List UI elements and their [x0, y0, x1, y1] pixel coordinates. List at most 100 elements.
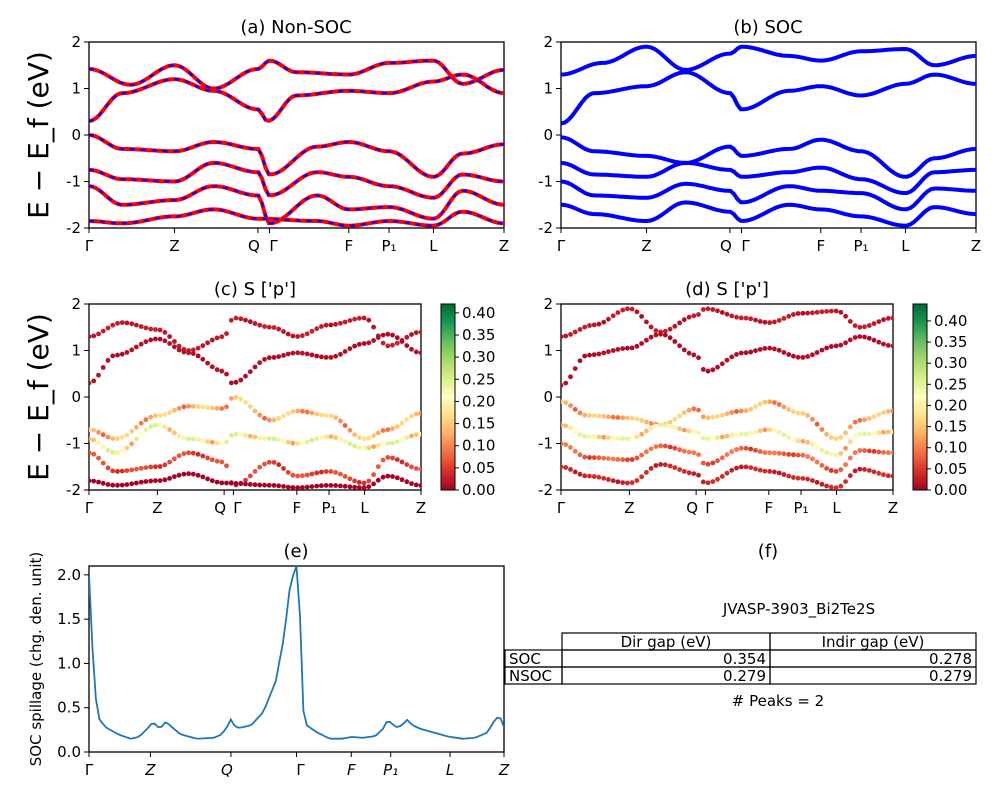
band-line — [561, 70, 976, 126]
projection-point — [681, 469, 687, 474]
projection-point — [871, 321, 877, 326]
projection-point — [89, 436, 92, 442]
projection-point — [681, 410, 687, 416]
projection-point — [715, 413, 720, 419]
projection-point — [866, 431, 872, 437]
projection-point — [700, 307, 706, 312]
projection-point — [582, 473, 588, 479]
x-tick-label: Z — [624, 499, 634, 517]
projection-point — [833, 308, 839, 314]
projection-point — [314, 326, 320, 332]
y-tick-label: -1 — [538, 173, 553, 191]
projection-point — [200, 438, 206, 443]
projection-point — [167, 334, 173, 339]
projection-point — [285, 411, 291, 416]
projection-point — [648, 324, 654, 330]
projection-point — [257, 412, 263, 418]
projection-point — [667, 419, 673, 425]
projection-point — [186, 450, 192, 456]
projection-point — [776, 450, 782, 456]
projection-point — [601, 475, 607, 481]
projection-point — [300, 333, 305, 339]
projection-point — [719, 434, 725, 440]
projection-point — [681, 448, 687, 454]
projection-point — [847, 473, 853, 479]
projection-point — [838, 467, 844, 473]
projection-point — [371, 433, 376, 439]
projection-point — [323, 469, 329, 474]
colorbar-tick-label: 0.35 — [462, 326, 495, 344]
projection-point — [238, 432, 244, 437]
projection-point — [271, 325, 277, 330]
projection-point — [786, 407, 792, 412]
projection-point — [219, 334, 225, 340]
projection-point — [743, 408, 749, 414]
projection-point — [691, 450, 697, 456]
projection-point — [366, 484, 372, 490]
projection-point — [91, 437, 97, 443]
projection-point — [615, 457, 621, 462]
projection-point — [582, 324, 588, 330]
projection-point — [200, 343, 206, 349]
projection-point — [591, 455, 597, 460]
projection-point — [262, 436, 267, 441]
projection-point — [653, 463, 659, 468]
y-tick-label: 0 — [71, 126, 81, 144]
projection-point — [767, 320, 773, 325]
projection-point — [719, 412, 725, 418]
projection-point — [314, 483, 320, 489]
projection-point — [705, 415, 711, 421]
projection-point — [105, 465, 111, 471]
projection-point — [257, 322, 263, 328]
projection-point — [276, 354, 282, 359]
projection-point — [719, 310, 725, 315]
projection-point — [729, 410, 735, 415]
projection-point — [644, 337, 649, 343]
colorbar-tick-label: 0.05 — [934, 460, 967, 478]
projection-point — [795, 410, 801, 416]
projection-point — [672, 323, 678, 329]
projection-point — [328, 469, 334, 474]
projection-point — [262, 357, 267, 362]
ylabel-top: E − E_f (eV) — [22, 51, 55, 219]
projection-point — [157, 422, 163, 428]
projection-point — [838, 309, 844, 315]
projection-point — [814, 459, 820, 465]
projection-point — [224, 439, 229, 445]
projection-point — [606, 316, 611, 322]
projection-point — [252, 482, 258, 488]
projection-point — [89, 427, 92, 432]
projection-point — [233, 431, 239, 437]
projection-point — [162, 338, 168, 344]
x-tick-label: P₁ — [322, 499, 337, 517]
projection-point — [319, 483, 324, 489]
projection-point — [200, 404, 206, 410]
projection-point — [115, 450, 120, 456]
projection-point — [404, 435, 410, 441]
projection-point — [705, 368, 711, 374]
projection-point — [800, 476, 806, 481]
projection-point — [582, 353, 588, 359]
projection-point — [805, 476, 810, 482]
projection-point — [271, 355, 277, 360]
projection-point — [243, 399, 248, 405]
projection-point — [568, 403, 573, 408]
x-tick-label: Z — [888, 499, 898, 517]
projection-point — [167, 410, 173, 415]
projection-point — [394, 424, 400, 429]
projection-point — [338, 351, 343, 357]
projection-point — [257, 482, 263, 488]
projection-point — [209, 405, 215, 411]
projection-point — [328, 483, 334, 488]
projection-point — [352, 343, 357, 349]
projection-point — [696, 312, 701, 317]
projection-point — [672, 339, 678, 344]
projection-point — [610, 414, 616, 420]
projection-point — [786, 473, 792, 479]
colorbar-tick-label: 0.00 — [934, 481, 967, 499]
projection-point — [615, 479, 621, 485]
projection-point — [352, 432, 357, 437]
projection-point — [577, 452, 583, 458]
projection-point — [781, 350, 787, 355]
